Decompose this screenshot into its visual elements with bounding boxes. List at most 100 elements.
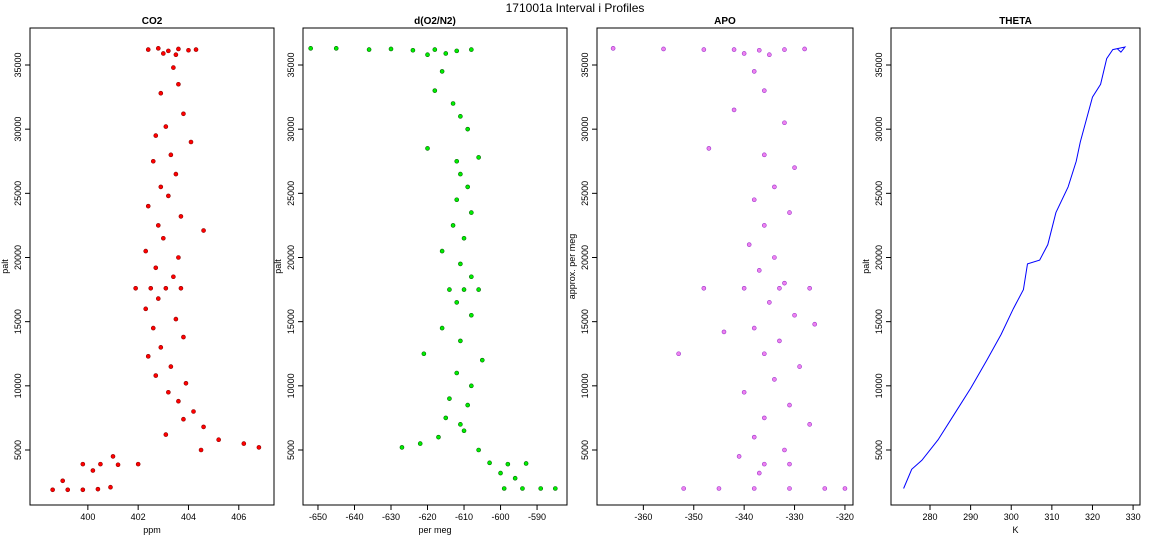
data-point [476,155,481,160]
plot-frame [596,27,854,506]
y-tick-label: 25000 [874,181,884,206]
data-point [193,47,199,52]
x-tick-label: -360 [634,512,652,522]
data-point [458,171,463,177]
data-point [661,46,666,52]
data-point [772,255,777,260]
data-point [731,47,737,52]
data-point [772,377,777,382]
x-axis-label: ppm [143,525,161,535]
y-tick-label: 25000 [13,181,23,206]
panel-title: d(O2/N2) [414,16,456,27]
y-tick-label: 5000 [286,440,296,460]
data-point [454,300,460,305]
data-point [98,461,103,467]
data-point [183,380,189,386]
data-point [161,235,166,241]
y-tick-label: 25000 [286,181,296,206]
data-point [458,114,463,119]
data-point [701,47,707,52]
data-point [751,486,757,491]
data-point [50,487,55,493]
data-point [782,120,787,126]
data-point [148,285,154,291]
data-point [421,351,427,357]
data-point [736,454,742,459]
data-point [163,124,169,129]
data-point [807,285,812,291]
data-point [787,461,792,467]
y-tick-label: 5000 [580,440,590,460]
data-point [751,325,757,331]
x-tick-label: 402 [131,512,146,522]
x-tick-label: -650 [309,512,327,522]
data-point [447,287,452,292]
data-point [762,223,767,228]
panel-title: CO2 [142,16,163,27]
data-point [450,223,456,228]
data-point [145,203,151,209]
data-point [171,65,176,70]
data-point [143,248,149,254]
data-point [787,402,792,408]
data-point [439,69,445,74]
data-point [842,486,848,491]
x-tick-label: 330 [1126,512,1141,522]
y-tick-label: 35000 [13,52,23,77]
data-point [520,486,525,491]
data-point [812,321,818,327]
data-point [553,486,558,491]
data-point [458,422,463,427]
y-tick-label: 10000 [13,373,23,398]
data-point [443,415,449,421]
data-point [173,316,179,322]
data-point [461,428,467,434]
data-point [425,52,430,58]
panel-title: APO [714,16,736,27]
data-point [145,47,151,52]
y-tick-label: 15000 [874,309,884,334]
data-point [767,52,772,58]
data-point [461,287,467,292]
data-point [762,461,767,467]
data-point [469,312,474,318]
data-point [458,338,463,344]
data-point [198,447,204,453]
data-point [80,461,86,467]
data-point [115,462,121,468]
data-point [399,445,405,450]
data-point [163,285,169,291]
data-point [166,193,171,199]
data-point [191,409,196,414]
data-point [143,306,149,312]
panel-title: THETA [999,16,1032,27]
x-tick-label: -330 [786,512,804,522]
data-point [171,274,176,280]
plot-frame [890,27,1141,506]
data-point [454,370,460,376]
x-tick-label: 400 [80,512,95,522]
data-point [176,46,181,52]
x-tick-label: -640 [345,512,363,522]
data-point [153,133,159,138]
data-point [469,383,474,389]
data-point [366,47,372,52]
data-point [792,312,797,318]
data-point [505,461,511,467]
data-point [95,486,101,492]
data-point [436,434,441,440]
data-point [173,171,179,177]
data-point [469,274,474,280]
x-tick-label: -600 [492,512,510,522]
x-tick-label: 300 [1004,512,1019,522]
x-tick-label: 406 [231,512,246,522]
figure-title: 171001a Interval i Profiles [506,1,645,15]
data-point [469,210,474,215]
data-point [458,261,463,267]
data-point [797,364,802,369]
data-point [181,334,186,340]
profile-line [903,46,1127,489]
data-point [461,235,467,241]
data-point [168,364,174,369]
